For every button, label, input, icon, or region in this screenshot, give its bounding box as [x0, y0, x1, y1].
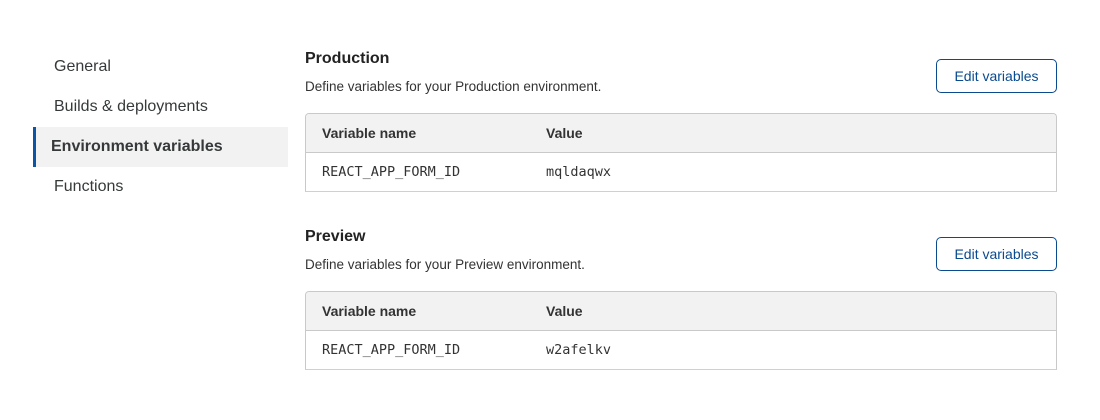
production-section: Production Define variables for your Pro…	[305, 47, 1057, 192]
column-header-value: Value	[546, 303, 583, 319]
table-row: REACT_APP_FORM_ID mqldaqwx	[306, 153, 1056, 191]
variable-value: mqldaqwx	[546, 164, 612, 180]
sidebar-item-builds-deployments[interactable]: Builds & deployments	[54, 98, 208, 115]
table-row: REACT_APP_FORM_ID w2afelkv	[306, 331, 1056, 369]
column-header-name: Variable name	[322, 303, 417, 319]
variable-name: REACT_APP_FORM_ID	[322, 342, 461, 358]
preview-section: Preview Define variables for your Previe…	[305, 225, 1057, 370]
section-title: Preview	[305, 228, 366, 245]
table-header: Variable name Value	[306, 292, 1056, 331]
sidebar-item-environment-variables[interactable]: Environment variables	[33, 127, 288, 167]
edit-variables-button[interactable]: Edit variables	[936, 237, 1057, 271]
variable-name: REACT_APP_FORM_ID	[322, 164, 461, 180]
column-header-value: Value	[546, 125, 583, 141]
section-description: Define variables for your Production env…	[305, 79, 602, 94]
variables-table: Variable name Value REACT_APP_FORM_ID w2…	[305, 291, 1057, 370]
column-header-name: Variable name	[322, 125, 417, 141]
variables-table: Variable name Value REACT_APP_FORM_ID mq…	[305, 113, 1057, 192]
section-title: Production	[305, 50, 390, 67]
edit-variables-button[interactable]: Edit variables	[936, 59, 1057, 93]
sidebar-item-functions[interactable]: Functions	[54, 178, 124, 195]
settings-sidebar: General Builds & deployments Environment…	[33, 47, 288, 207]
section-description: Define variables for your Preview enviro…	[305, 257, 585, 272]
sidebar-item-general[interactable]: General	[54, 58, 111, 75]
table-header: Variable name Value	[306, 114, 1056, 153]
variable-value: w2afelkv	[546, 342, 612, 358]
